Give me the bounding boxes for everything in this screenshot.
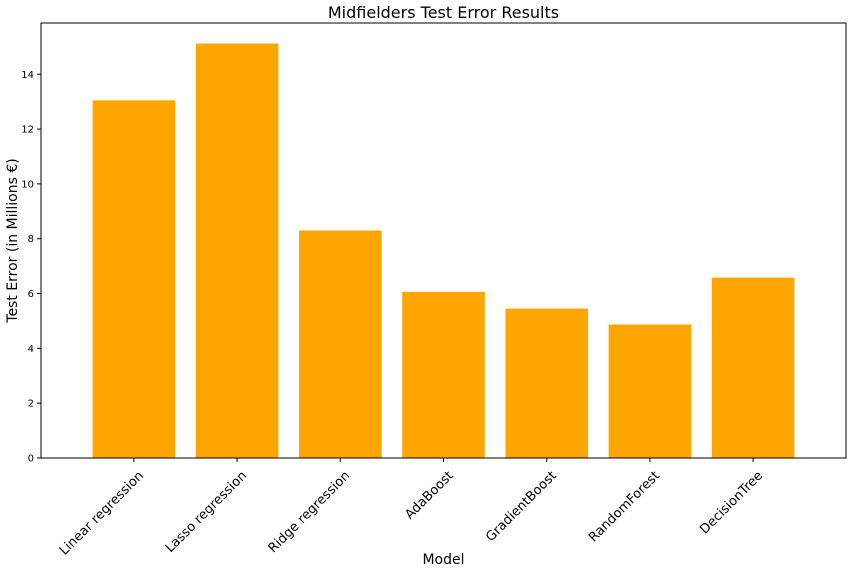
y-tick-label: 8 <box>28 234 34 245</box>
bar-gradientboost <box>505 308 588 458</box>
x-tick-label: RandomForest <box>586 468 663 545</box>
y-tick-label: 6 <box>28 289 34 300</box>
y-tick-label: 14 <box>21 70 34 81</box>
x-tick-label: DecisionTree <box>697 468 766 537</box>
bar-linear-regression <box>92 100 176 458</box>
y-tick-label: 4 <box>28 344 34 355</box>
y-tick-label: 0 <box>28 454 34 465</box>
x-axis-title: Model <box>422 552 464 568</box>
y-axis-title: Test Error (in Millions €) <box>5 158 21 323</box>
bar-lasso-regression <box>195 43 279 459</box>
y-tick-label: 10 <box>21 179 34 190</box>
x-tick-label: GradientBoost <box>483 468 560 545</box>
bar-randomforest <box>608 324 692 458</box>
chart-title: Midfielders Test Error Results <box>328 3 559 22</box>
bar-adaboost <box>402 291 485 458</box>
y-tick-label: 2 <box>28 399 34 410</box>
x-tick-label: Linear regression <box>57 468 147 558</box>
y-tick-label: 12 <box>21 125 34 136</box>
bar-ridge-regression <box>299 230 382 458</box>
x-tick-label: Ridge regression <box>266 468 354 556</box>
y-ticks: 0 2 4 6 8 10 12 14 <box>21 70 41 465</box>
x-ticks: Linear regression Lasso regression Ridge r… <box>57 458 766 558</box>
x-tick-label: AdaBoost <box>402 468 456 522</box>
bar-decisiontree <box>711 277 795 458</box>
x-tick-label: Lasso regression <box>163 468 250 555</box>
bars-layer <box>92 43 795 459</box>
